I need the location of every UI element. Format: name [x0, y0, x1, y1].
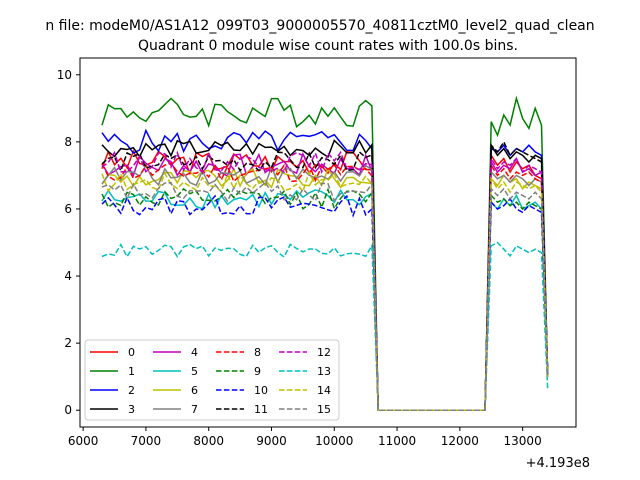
legend-label-14: 14: [317, 384, 331, 397]
x-tick-label: 8000: [193, 434, 224, 448]
y-tick-label: 2: [64, 336, 72, 350]
plot-area: [101, 95, 549, 411]
x-offset-label: +4.193e8: [526, 456, 590, 471]
legend-label-12: 12: [317, 346, 331, 359]
y-tick-label: 6: [64, 202, 72, 216]
y-tick-label: 0: [64, 403, 72, 417]
legend-label-6: 6: [191, 384, 198, 397]
legend-label-11: 11: [254, 403, 268, 416]
y-axis-ticks: 0 2 4 6 8 10: [57, 68, 80, 417]
x-tick-label: 13000: [504, 434, 542, 448]
legend-label-15: 15: [317, 403, 331, 416]
x-tick-label: 10000: [315, 434, 353, 448]
y-tick-label: 4: [64, 269, 72, 283]
series-line-13: [101, 241, 549, 411]
x-axis-ticks: 6000 7000 8000 9000 10000 11000 12000 13000: [68, 427, 542, 448]
legend-label-4: 4: [191, 346, 198, 359]
chart-title: Quadrant 0 module wise count rates with …: [138, 38, 518, 54]
series-line-14: [101, 170, 549, 411]
x-tick-label: 6000: [68, 434, 99, 448]
legend-label-10: 10: [254, 384, 268, 397]
legend-label-13: 13: [317, 365, 331, 378]
legend-label-2: 2: [128, 384, 135, 397]
series-line-15: [101, 181, 549, 411]
legend-label-3: 3: [128, 403, 135, 416]
x-tick-label: 9000: [256, 434, 287, 448]
legend-label-8: 8: [254, 346, 261, 359]
x-tick-label: 12000: [441, 434, 479, 448]
legend-label-5: 5: [191, 365, 198, 378]
legend-label-7: 7: [191, 403, 198, 416]
legend-label-0: 0: [128, 346, 135, 359]
x-tick-label: 7000: [131, 434, 162, 448]
y-tick-label: 10: [57, 68, 72, 82]
y-tick-label: 8: [64, 135, 72, 149]
legend-box: [84, 339, 340, 421]
figure-suptitle: n file: modeM0/AS1A12_099T03_9000005570_…: [45, 18, 594, 34]
legend-label-1: 1: [128, 365, 135, 378]
axes-frame: [79, 57, 577, 428]
legend-label-9: 9: [254, 365, 261, 378]
x-tick-label: 11000: [378, 434, 416, 448]
